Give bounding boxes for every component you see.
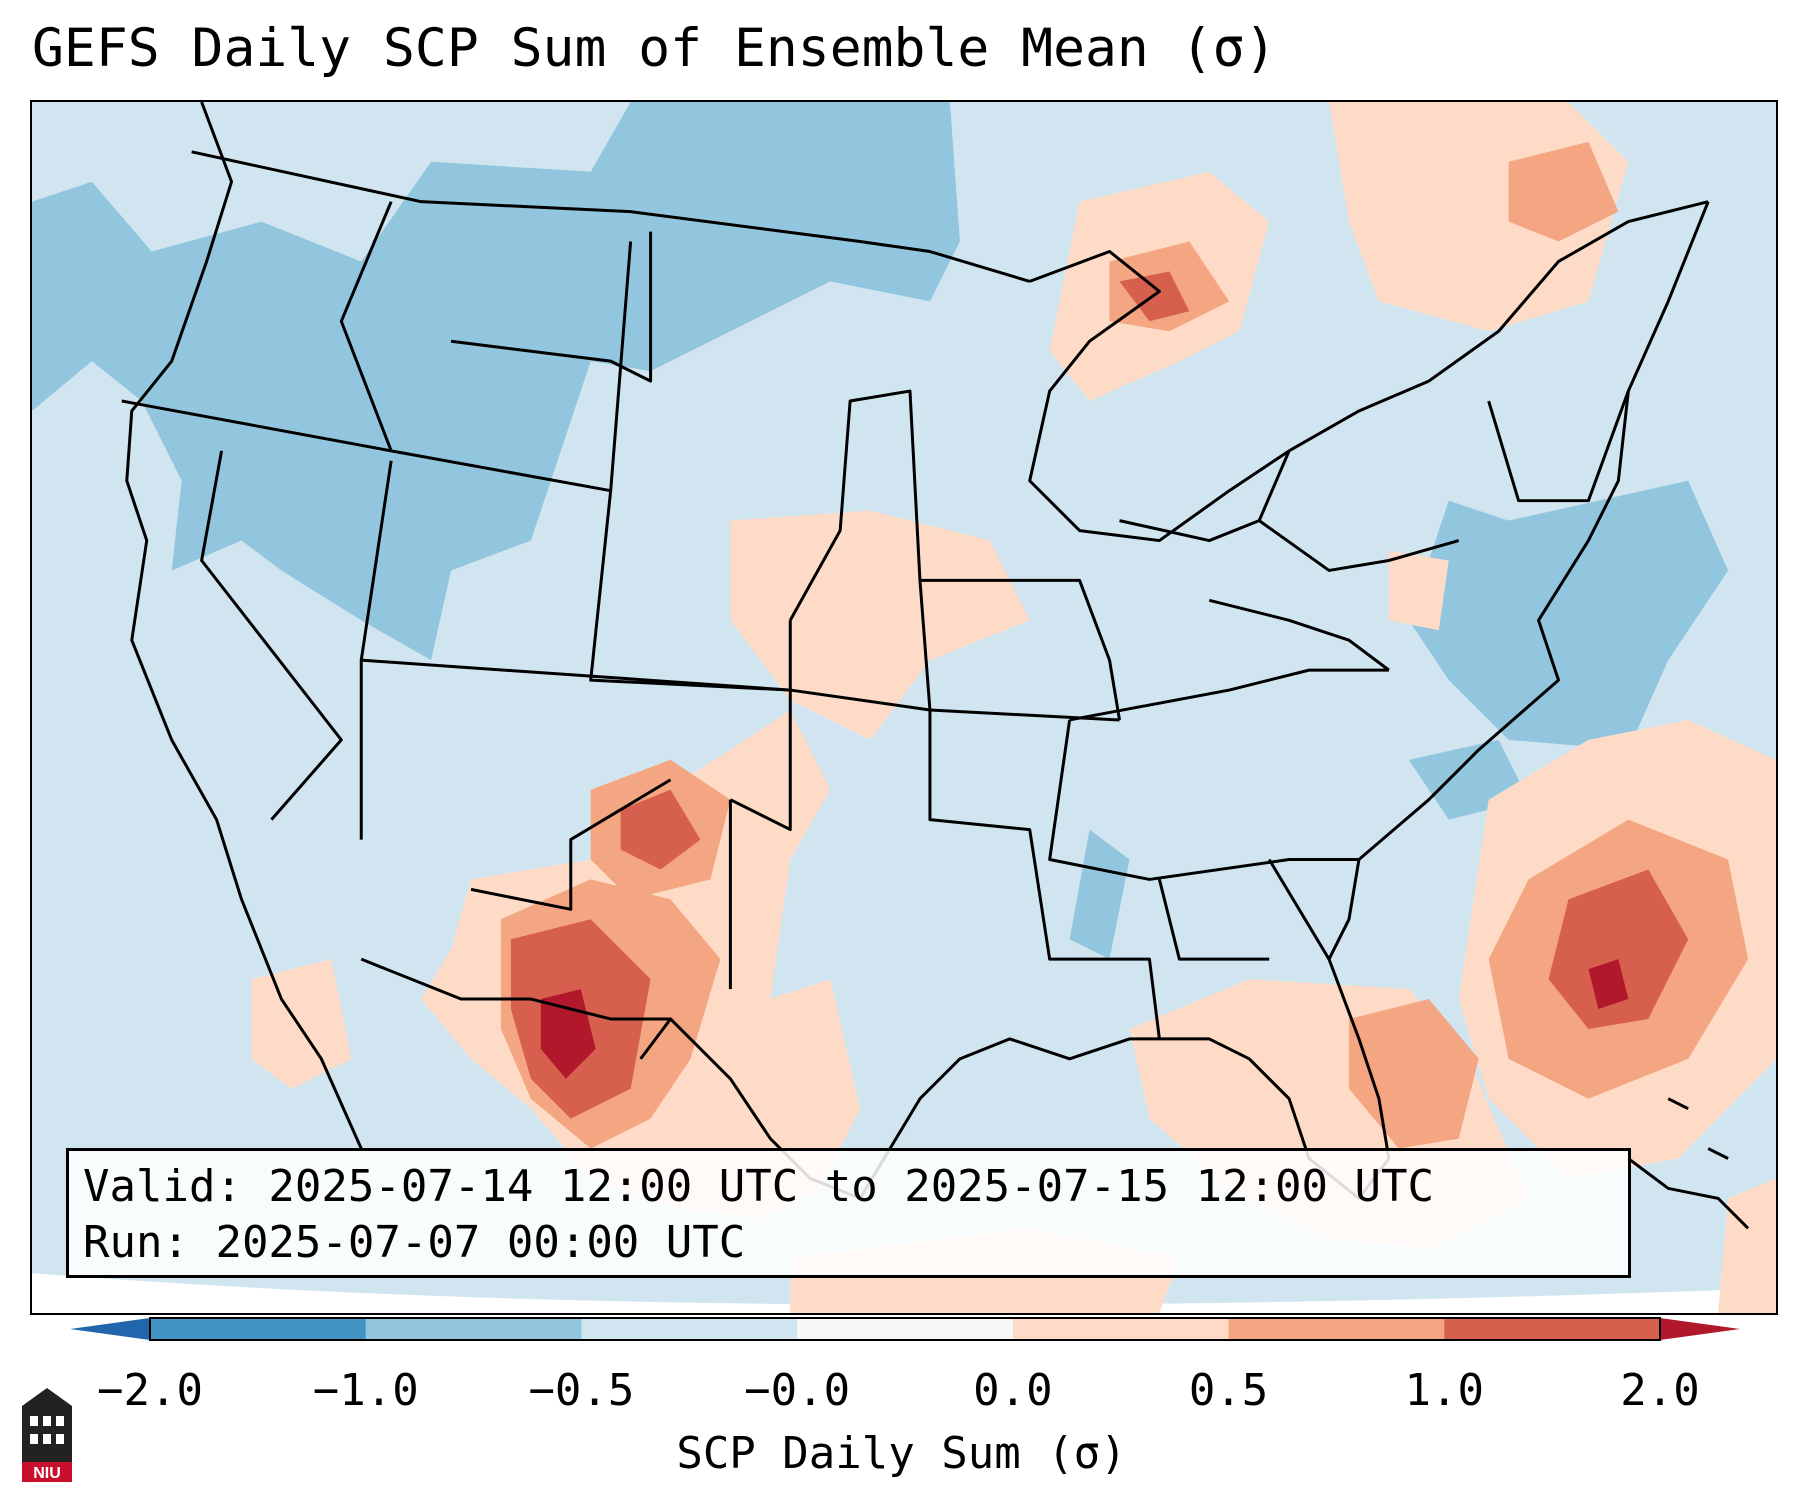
colorbar-bin (1444, 1318, 1661, 1340)
colorbar-tick-label: 0.0 (973, 1365, 1053, 1416)
colorbar-bin (1228, 1318, 1445, 1340)
niu-tower-icon: NIU (22, 1388, 72, 1482)
colorbar-tick-label: 0.5 (1188, 1365, 1269, 1416)
colorbar-bin (365, 1318, 582, 1340)
colorbar-tick-label: −2.0 (97, 1365, 203, 1416)
colorbar-label: SCP Daily Sum (σ) (676, 1428, 1127, 1479)
colorbar (70, 1317, 1740, 1341)
map-title: GEFS Daily SCP Sum of Ensemble Mean (σ) (32, 18, 1277, 79)
state-boundaries (121, 102, 1710, 1200)
negative-anomaly-fields (32, 102, 1729, 960)
colorbar-tick-label: −0.5 (528, 1365, 635, 1416)
colorbar-under-arrow (70, 1318, 150, 1340)
colorbar-outline (149, 1317, 1661, 1341)
colorbar-bin (797, 1318, 1014, 1340)
colorbar-bin (581, 1318, 798, 1340)
map-panel (30, 100, 1778, 1315)
logo-text: NIU (33, 1465, 61, 1482)
run-time-text: Run: 2025-07-07 00:00 UTC (83, 1217, 746, 1268)
valid-run-info-box: Valid: 2025-07-14 12:00 UTC to 2025-07-1… (66, 1148, 1631, 1278)
colorbar-tick-label: 1.0 (1404, 1365, 1485, 1416)
projection-edge (32, 1273, 1776, 1313)
colorbar-tick-label: −0.0 (744, 1365, 851, 1416)
caribbean-islands (1627, 1097, 1750, 1230)
colorbar-tick-label: 2.0 (1620, 1365, 1700, 1416)
colorbar-over-arrow (1660, 1318, 1740, 1340)
colorbar-bin (1012, 1318, 1230, 1340)
valid-time-text: Valid: 2025-07-14 12:00 UTC to 2025-07-1… (83, 1161, 1435, 1212)
colorbar-bin (150, 1318, 367, 1340)
map-canvas (32, 102, 1776, 1313)
colorbar-tick-label: −1.0 (312, 1365, 419, 1416)
